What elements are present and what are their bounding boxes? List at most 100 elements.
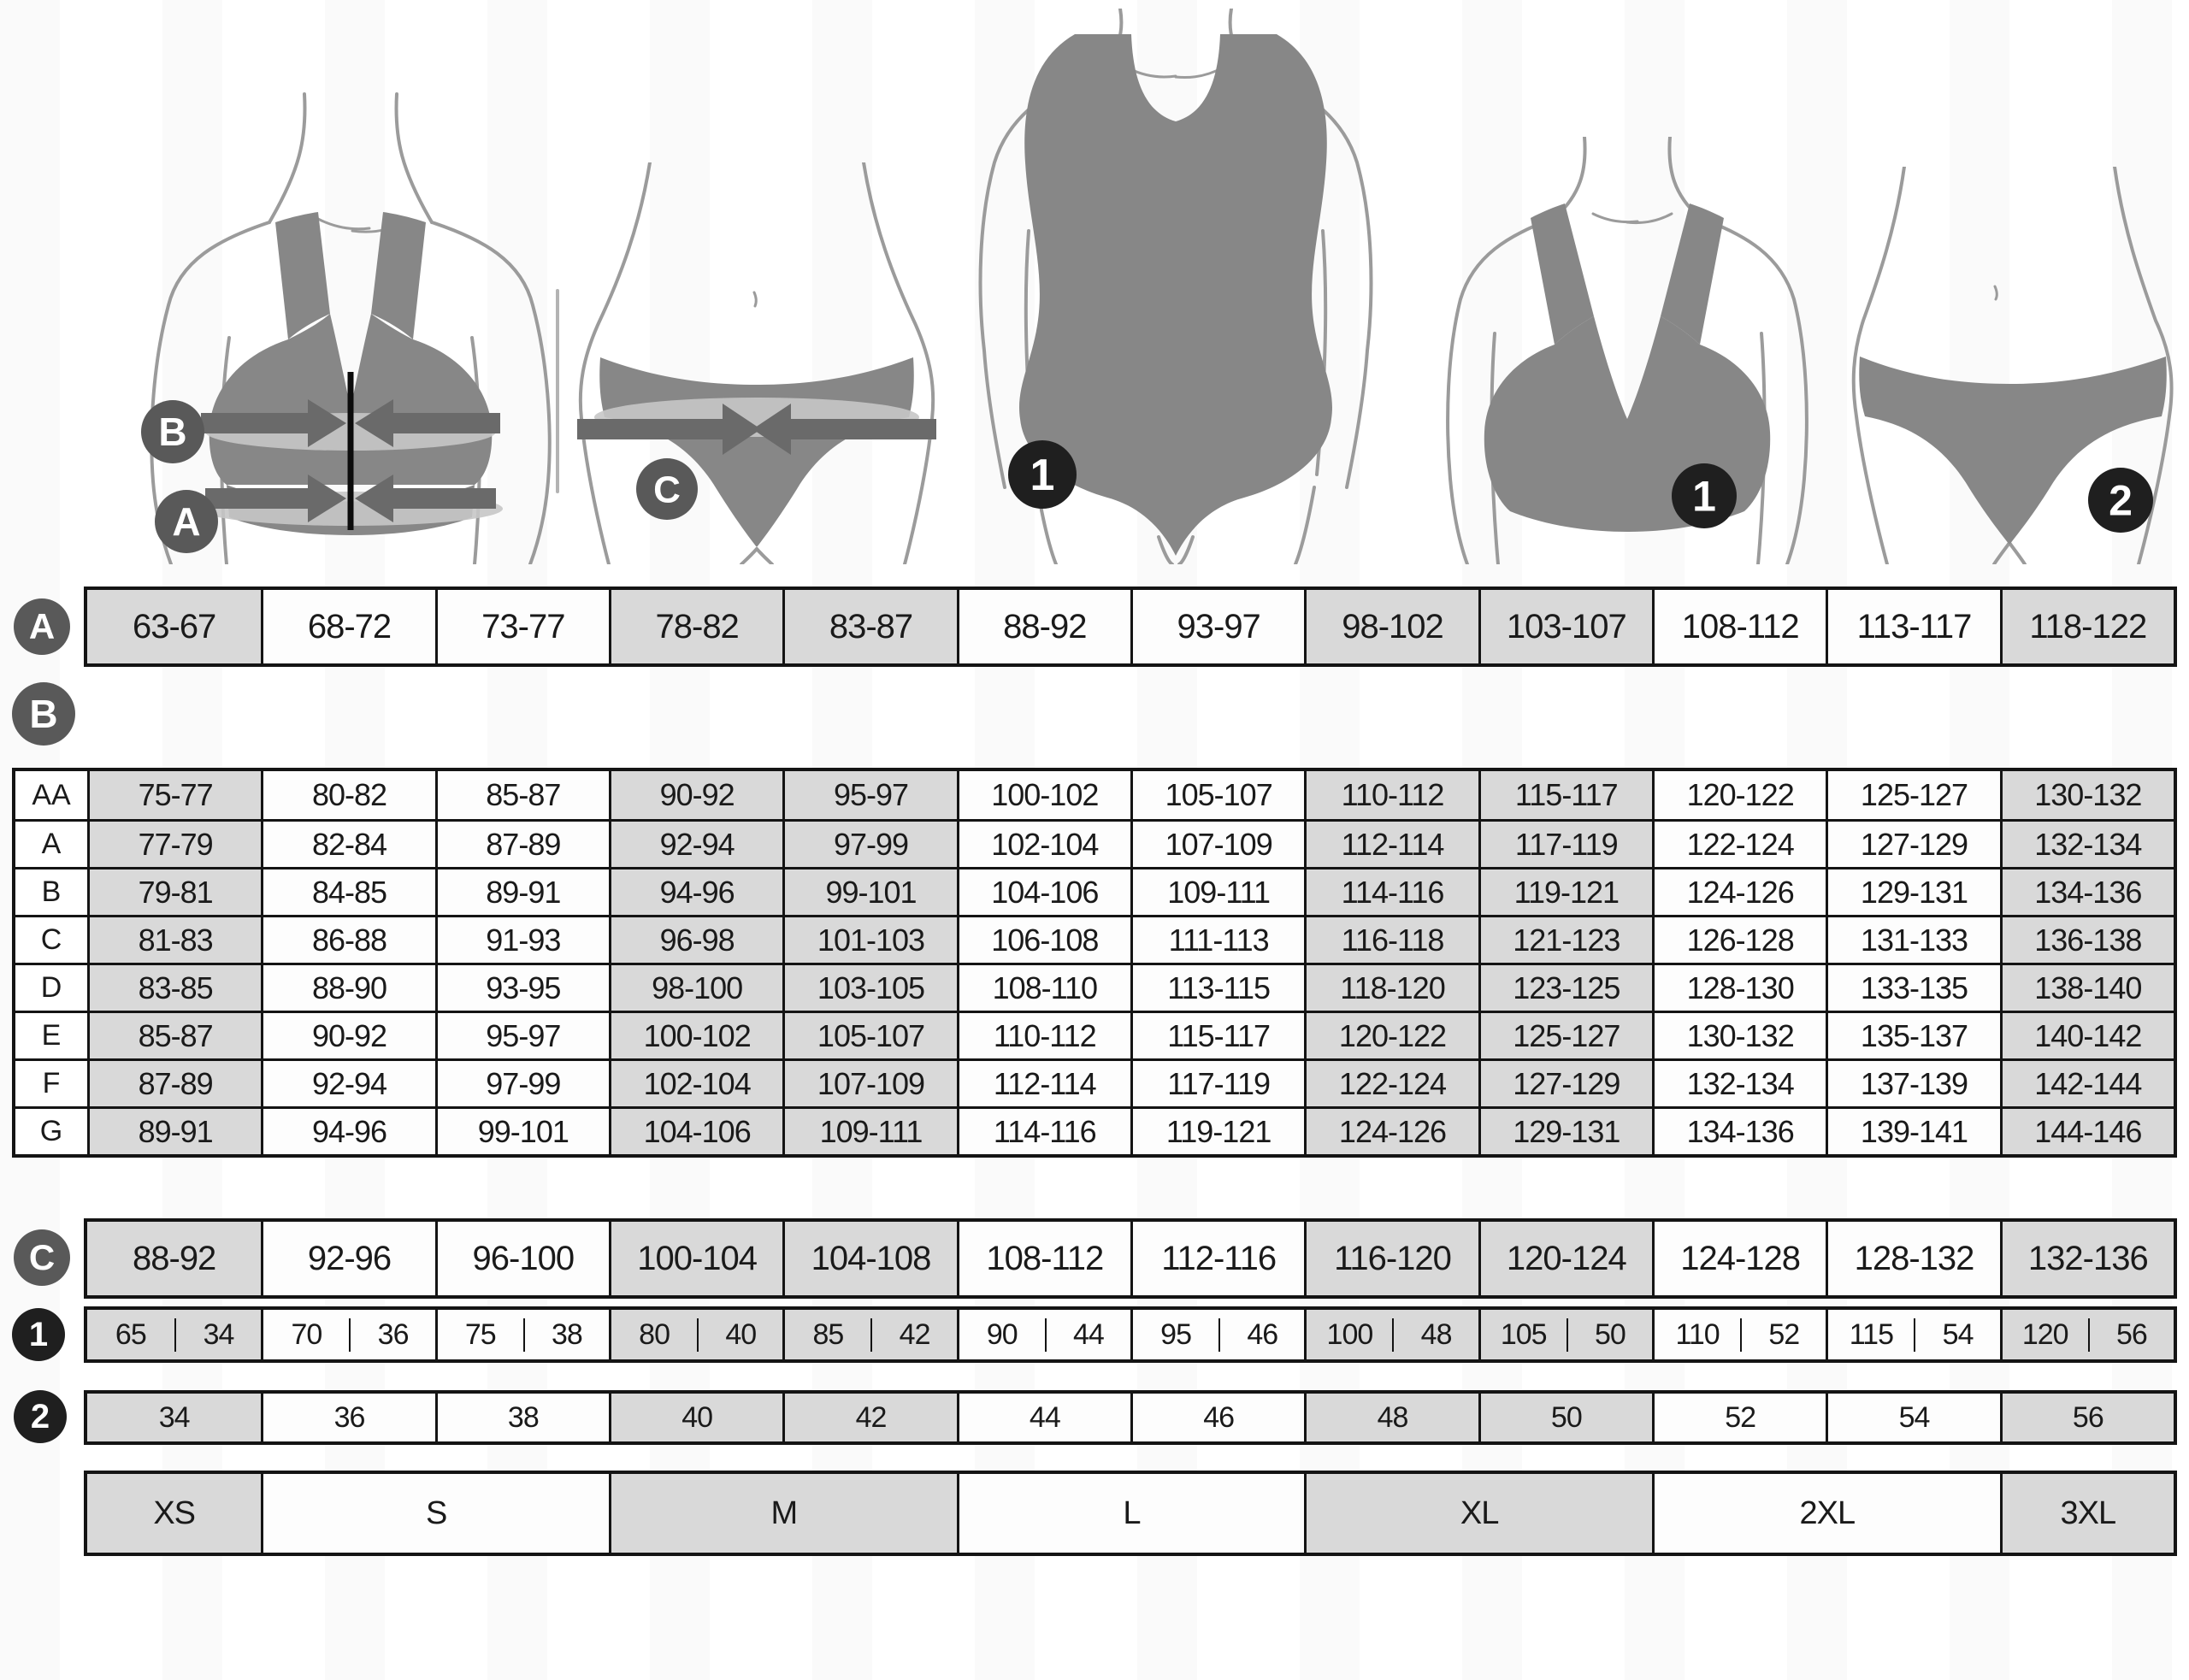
table-subcell: 90 xyxy=(986,1317,1018,1351)
cup-label: C xyxy=(15,917,87,963)
table-cell: 112-116 xyxy=(1130,1222,1305,1295)
table-cell: 102-104 xyxy=(956,822,1130,867)
table-cell: 104-106 xyxy=(608,1109,783,1154)
table-cell: 117-119 xyxy=(1130,1061,1305,1106)
cup-label: AA xyxy=(15,771,87,819)
swimsuit-size-badge: 1 xyxy=(1008,440,1077,509)
table-cell: 92-96 xyxy=(261,1222,435,1295)
table-cell: 88-92 xyxy=(87,1222,262,1295)
table-cell: 109-111 xyxy=(782,1109,957,1154)
table-cell: 75 38 xyxy=(434,1310,609,1359)
measure-b-badge: B xyxy=(141,400,204,463)
table-cell: 139-141 xyxy=(1826,1109,2000,1154)
table-cell: 107-109 xyxy=(782,1061,957,1106)
table-subcell: 38 xyxy=(522,1317,609,1352)
bust-cup-table: AA 75-77 80-82 85-87 90-92 95-97 100-102 105-1… xyxy=(12,768,2177,1158)
panties-shape xyxy=(599,357,914,547)
cup-label: F xyxy=(15,1061,87,1106)
table-cell: 113-117 xyxy=(1826,590,2000,663)
svg-text:A: A xyxy=(172,499,200,544)
table-cell: 123-125 xyxy=(1478,965,1652,1011)
table-cell: 68-72 xyxy=(261,590,435,663)
table-cell: 134-136 xyxy=(1999,869,2174,915)
table-cell: 89-91 xyxy=(87,1109,262,1154)
bust-measure-arrows-icon xyxy=(201,399,500,447)
bra-size-badge: 1 xyxy=(1672,463,1737,528)
svg-text:1: 1 xyxy=(1030,451,1055,500)
table-cell: 99-101 xyxy=(434,1109,609,1154)
table-subcell: 50 xyxy=(1566,1317,1652,1352)
table-subcell: 80 xyxy=(639,1317,670,1351)
international-size-row: XS S M L XL 2XL 3XL xyxy=(84,1471,2177,1556)
cup-row: AA 75-77 80-82 85-87 90-92 95-97 100-102 105-1… xyxy=(15,771,2174,819)
table-cell: S xyxy=(261,1474,609,1553)
table-cell: 94-96 xyxy=(261,1109,435,1154)
table-cell: 95 46 xyxy=(1130,1310,1305,1359)
table-cell: 86-88 xyxy=(261,917,435,963)
table-cell: 78-82 xyxy=(608,590,783,663)
table-cell: 128-130 xyxy=(1651,965,1826,1011)
table-cell: 120-124 xyxy=(1478,1222,1652,1295)
table-cell: XS xyxy=(87,1474,262,1553)
table-cell: 2XL xyxy=(1651,1474,2000,1553)
table-cell: 114-116 xyxy=(1304,869,1478,915)
table-cell: 97-99 xyxy=(782,822,957,867)
table-cell: 99-101 xyxy=(782,869,957,915)
body-outline-icon xyxy=(578,162,935,564)
body-outline-icon xyxy=(1851,167,2174,564)
table-cell: 111-113 xyxy=(1130,917,1305,963)
table-cell: 48 xyxy=(1304,1394,1478,1441)
table-subcell: 65 xyxy=(115,1317,147,1351)
table-cell: 65 34 xyxy=(87,1310,262,1359)
table-cell: 140-142 xyxy=(1999,1013,2174,1058)
table-cell: 90-92 xyxy=(608,771,783,819)
cup-row: C 81-83 86-88 91-93 96-98 101-103 106-108 111-… xyxy=(15,915,2174,963)
cup-label: D xyxy=(15,965,87,1011)
table-subcell: 120 xyxy=(2021,1317,2069,1351)
table-cell: 130-132 xyxy=(1999,771,2174,819)
cup-label: E xyxy=(15,1013,87,1058)
cup-label: B xyxy=(15,869,87,915)
underbust-row: 63-67 68-72 73-77 78-82 83-87 88-92 93-97 98-10… xyxy=(84,587,2177,667)
table-cell: 126-128 xyxy=(1651,917,1826,963)
table-cell: 98-100 xyxy=(608,965,783,1011)
table-cell: 107-109 xyxy=(1130,822,1305,867)
table-cell: 93-97 xyxy=(1130,590,1305,663)
table-cell: 115-117 xyxy=(1130,1013,1305,1058)
table-subcell: 75 xyxy=(464,1317,497,1351)
table-subcell: 70 xyxy=(291,1317,322,1351)
table-cell: 40 xyxy=(608,1394,783,1441)
table-cell: 108-110 xyxy=(956,965,1130,1011)
table-cell: 3XL xyxy=(1999,1474,2174,1553)
table-cell: 54 xyxy=(1826,1394,2000,1441)
table-cell: 102-104 xyxy=(608,1061,783,1106)
table-cell: 75-77 xyxy=(87,771,262,819)
table-cell: 135-137 xyxy=(1826,1013,2000,1058)
table-cell: 120-122 xyxy=(1651,771,1826,819)
table-cell: 124-126 xyxy=(1304,1109,1478,1154)
table-cell: 100 48 xyxy=(1304,1310,1478,1359)
table-cell: 105-107 xyxy=(1130,771,1305,819)
table-cell: 88-92 xyxy=(956,590,1130,663)
table-cell: 90 44 xyxy=(956,1310,1130,1359)
table-cell: 116-120 xyxy=(1304,1222,1478,1295)
table-cell: 92-94 xyxy=(261,1061,435,1106)
table-cell: 81-83 xyxy=(87,917,262,963)
table-cell: 104-108 xyxy=(782,1222,957,1295)
table-cell: 77-79 xyxy=(87,822,262,867)
row-c-badge: C xyxy=(14,1229,70,1286)
table-cell: 110-112 xyxy=(1304,771,1478,819)
table-cell: XL xyxy=(1304,1474,1652,1553)
table-cell: 82-84 xyxy=(261,822,435,867)
table-cell: 138-140 xyxy=(1999,965,2174,1011)
table-cell: 112-114 xyxy=(1304,822,1478,867)
table-cell: 63-67 xyxy=(87,590,262,663)
table-cell: 100-102 xyxy=(956,771,1130,819)
table-cell: 90-92 xyxy=(261,1013,435,1058)
table-cell: 85-87 xyxy=(87,1013,262,1058)
table-cell: 130-132 xyxy=(1651,1013,1826,1058)
table-cell: 103-107 xyxy=(1478,590,1652,663)
table-cell: 134-136 xyxy=(1651,1109,1826,1154)
table-cell: 83-85 xyxy=(87,965,262,1011)
